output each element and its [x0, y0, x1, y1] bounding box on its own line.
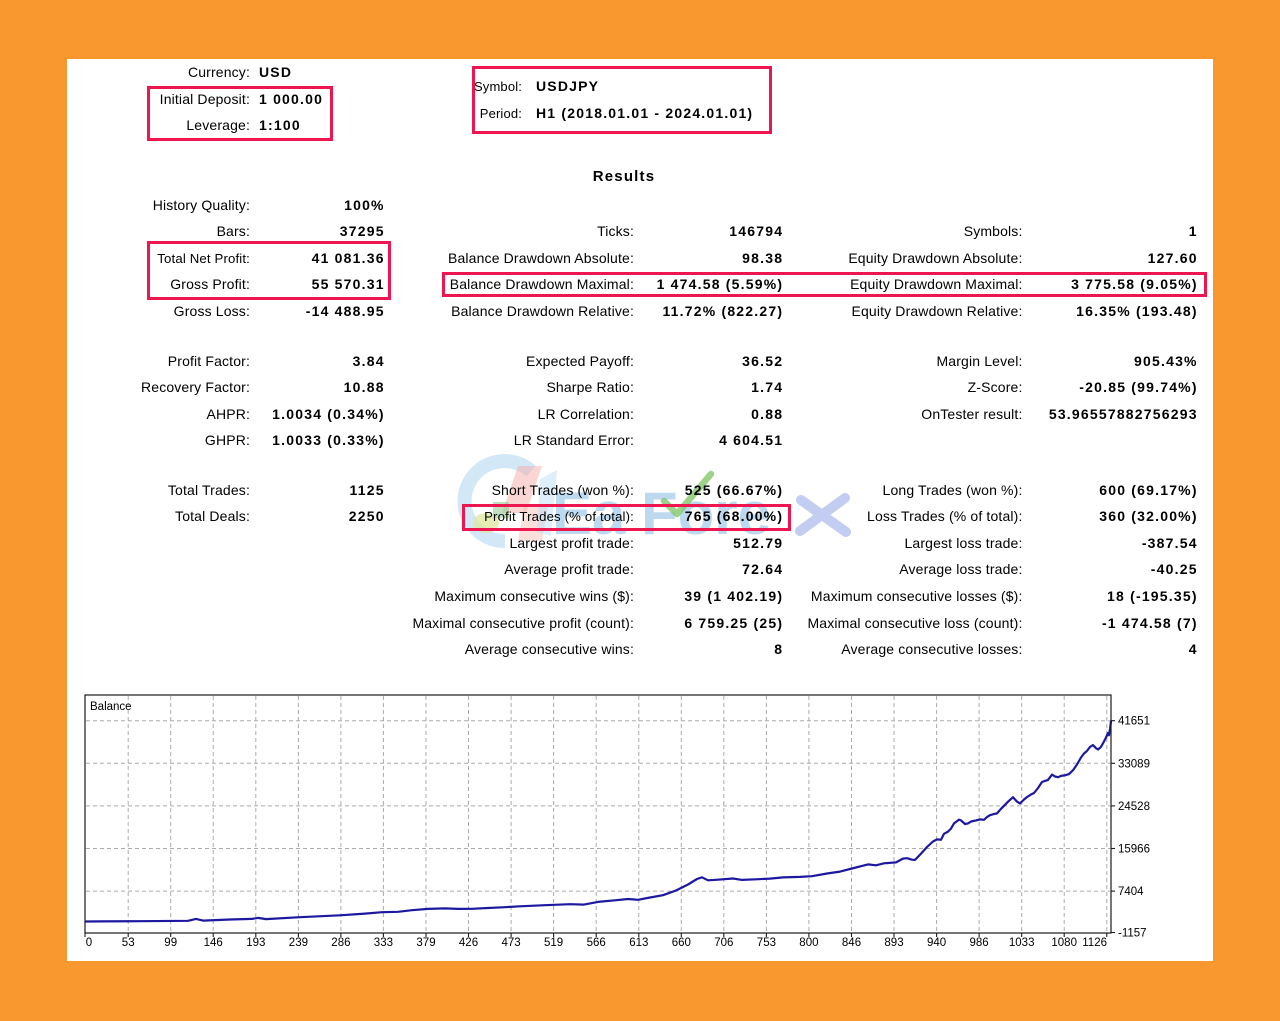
svg-text:519: 519 — [544, 937, 563, 949]
svg-text:800: 800 — [799, 937, 818, 949]
svg-text:Ea: Ea — [552, 480, 626, 547]
svg-text:660: 660 — [672, 937, 691, 949]
svg-text:33089: 33089 — [1118, 758, 1150, 770]
svg-text:753: 753 — [757, 937, 776, 949]
svg-text:41651: 41651 — [1118, 716, 1150, 728]
svg-text:893: 893 — [884, 937, 903, 949]
svg-text:473: 473 — [502, 937, 521, 949]
svg-text:1126: 1126 — [1082, 937, 1107, 949]
svg-text:Balance: Balance — [90, 701, 132, 713]
svg-text:706: 706 — [714, 937, 733, 949]
svg-text:1080: 1080 — [1051, 937, 1077, 949]
svg-text:Fore: Fore — [641, 480, 771, 547]
svg-text:986: 986 — [970, 937, 989, 949]
svg-text:193: 193 — [246, 937, 265, 949]
svg-text:566: 566 — [587, 937, 606, 949]
svg-text:24528: 24528 — [1118, 801, 1150, 813]
svg-text:7404: 7404 — [1118, 886, 1144, 898]
svg-text:379: 379 — [416, 937, 435, 949]
svg-text:940: 940 — [927, 937, 946, 949]
svg-text:1033: 1033 — [1009, 937, 1035, 949]
svg-text:-1157: -1157 — [1118, 928, 1147, 940]
svg-text:53: 53 — [122, 937, 135, 949]
svg-text:99: 99 — [164, 937, 177, 949]
svg-text:239: 239 — [289, 937, 308, 949]
svg-text:15966: 15966 — [1118, 844, 1150, 856]
svg-text:426: 426 — [459, 937, 478, 949]
svg-text:0: 0 — [86, 937, 92, 949]
svg-text:146: 146 — [204, 937, 223, 949]
svg-text:846: 846 — [842, 937, 861, 949]
svg-text:613: 613 — [629, 937, 648, 949]
svg-text:286: 286 — [331, 937, 350, 949]
svg-text:333: 333 — [374, 937, 393, 949]
